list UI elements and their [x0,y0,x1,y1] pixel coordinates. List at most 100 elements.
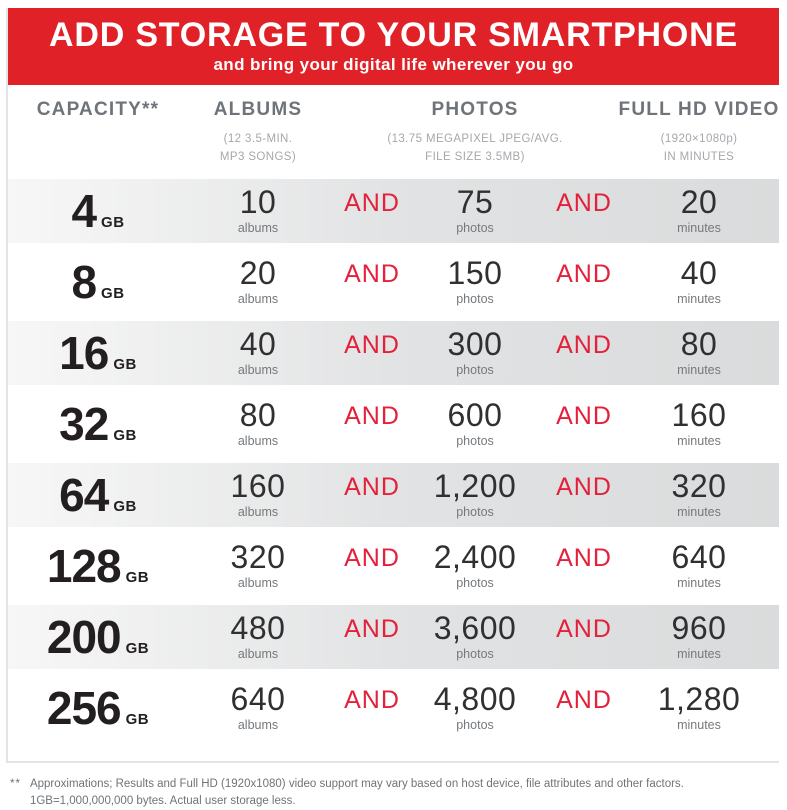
and-label: AND [556,473,612,502]
capacity-value: 8 [71,255,97,308]
minutes-value: 160 [671,397,727,434]
albums-value: 10 [239,184,277,221]
minutes-value: 80 [680,326,718,363]
and-label: AND [344,615,400,644]
albums-unit-label: albums [237,647,279,662]
photos-cell: 300 photos [416,328,534,377]
capacity-cell: 256 GB [8,685,188,731]
photos-value: 150 [447,255,503,292]
banner-title: ADD STORAGE TO YOUR SMARTPHONE [49,16,738,55]
table-body: 4 GB 10 albums AND 75 photos AND 20 minutes … [8,178,779,740]
albums-unit-label: albums [237,718,279,733]
photos-unit-label: photos [456,221,494,236]
table-row-128gb: 128 GB 320 albums AND 2,400 photos AND 640 m… [8,534,779,598]
photos-sub-line2: FILE SIZE 3.5MB) [425,150,525,163]
albums-cell: 20 albums [188,257,328,306]
photos-sub-line1: (13.75 MEGAPIXEL JPEG/AVG. [387,133,563,145]
photos-unit-label: photos [456,576,494,591]
capacity-unit: GB [101,284,125,302]
footnote-line2: 1GB=1,000,000,000 bytes. Actual user sto… [29,794,296,807]
albums-value: 640 [230,681,286,718]
and-label: AND [556,686,612,715]
minutes-cell: 20 minutes [634,186,764,235]
table-row-8gb: 8 GB 20 albums AND 150 photos AND 40 minutes [8,250,779,314]
minutes-cell: 160 minutes [634,399,764,448]
minutes-unit-label: minutes [677,505,721,520]
column-header-capacity: CAPACITY** [8,99,188,121]
minutes-unit-label: minutes [677,292,721,307]
photos-cell: 1,200 photos [416,470,534,519]
minutes-value: 960 [671,610,727,647]
albums-cell: 640 albums [188,683,328,732]
minutes-cell: 80 minutes [634,328,764,377]
albums-value: 320 [230,539,286,576]
minutes-unit-label: minutes [677,363,721,378]
photos-cell: 4,800 photos [416,683,534,732]
photos-unit-label: photos [456,647,494,662]
capacity-value: 4 [71,184,97,237]
minutes-value: 1,280 [657,681,741,718]
and-label: AND [556,544,612,573]
minutes-unit-label: minutes [677,221,721,236]
and-label: AND [556,615,612,644]
table-row-64gb: 64 GB 160 albums AND 1,200 photos AND 320 mi… [8,462,779,527]
capacity-value: 32 [59,397,109,450]
albums-value: 80 [239,397,277,434]
capacity-cell: 32 GB [8,401,188,447]
banner: ADD STORAGE TO YOUR SMARTPHONE and bring… [8,8,779,85]
capacity-cell: 16 GB [8,330,188,376]
table-header: CAPACITY** ALBUMS (12 3.5-MIN. MP3 SONGS)… [8,85,779,179]
and-label: AND [344,331,400,360]
albums-unit-label: albums [237,576,279,591]
photos-value: 300 [447,326,503,363]
photos-cell: 600 photos [416,399,534,448]
capacity-value: 64 [59,468,109,521]
minutes-value: 320 [671,468,727,505]
minutes-cell: 960 minutes [634,612,764,661]
footnote-line1: Approximations; Results and Full HD (192… [29,777,684,790]
capacity-unit: GB [113,426,137,444]
capacity-unit: GB [125,710,150,728]
photos-value: 2,400 [433,539,517,576]
capacity-cell: 64 GB [8,472,188,518]
capacity-unit: GB [113,497,137,515]
table-row-256gb: 256 GB 640 albums AND 4,800 photos AND 1,28… [8,676,779,740]
minutes-unit-label: minutes [677,434,721,449]
and-label: AND [344,686,400,715]
albums-value: 160 [230,468,286,505]
albums-header-label: ALBUMS [213,99,303,120]
and-label: AND [556,260,612,289]
table-row-32gb: 32 GB 80 albums AND 600 photos AND 160 minut… [8,392,779,456]
albums-unit-label: albums [237,363,279,378]
minutes-value: 640 [671,539,727,576]
capacity-unit: GB [101,213,125,231]
photos-cell: 150 photos [416,257,534,306]
minutes-cell: 640 minutes [634,541,764,590]
capacity-header-label: CAPACITY** [36,99,160,120]
minutes-unit-label: minutes [677,576,721,591]
albums-unit-label: albums [237,434,279,449]
albums-value: 480 [230,610,286,647]
capacity-value: 128 [46,539,122,592]
albums-sub-line2: MP3 SONGS) [219,150,297,163]
column-header-albums: ALBUMS (12 3.5-MIN. MP3 SONGS) [188,99,328,167]
capacity-unit: GB [125,568,150,586]
albums-unit-label: albums [237,505,279,520]
banner-subtitle: and bring your digital life wherever you… [213,54,574,74]
and-label: AND [344,189,400,218]
minutes-unit-label: minutes [677,718,721,733]
photos-value: 75 [456,184,494,221]
capacity-value: 200 [46,610,122,663]
table-row-200gb: 200 GB 480 albums AND 3,600 photos AND 960 m… [8,604,779,669]
albums-cell: 320 albums [188,541,328,590]
capacity-cell: 8 GB [8,259,188,305]
photos-value: 600 [447,397,503,434]
and-label: AND [344,402,400,431]
table-row-16gb: 16 GB 40 albums AND 300 photos AND 80 minute… [8,320,779,385]
capacity-cell: 200 GB [8,614,188,660]
albums-cell: 480 albums [188,612,328,661]
and-label: AND [556,402,612,431]
minutes-value: 40 [680,255,718,292]
capacity-unit: GB [113,355,137,373]
albums-sub-line1: (12 3.5-MIN. [223,133,293,145]
